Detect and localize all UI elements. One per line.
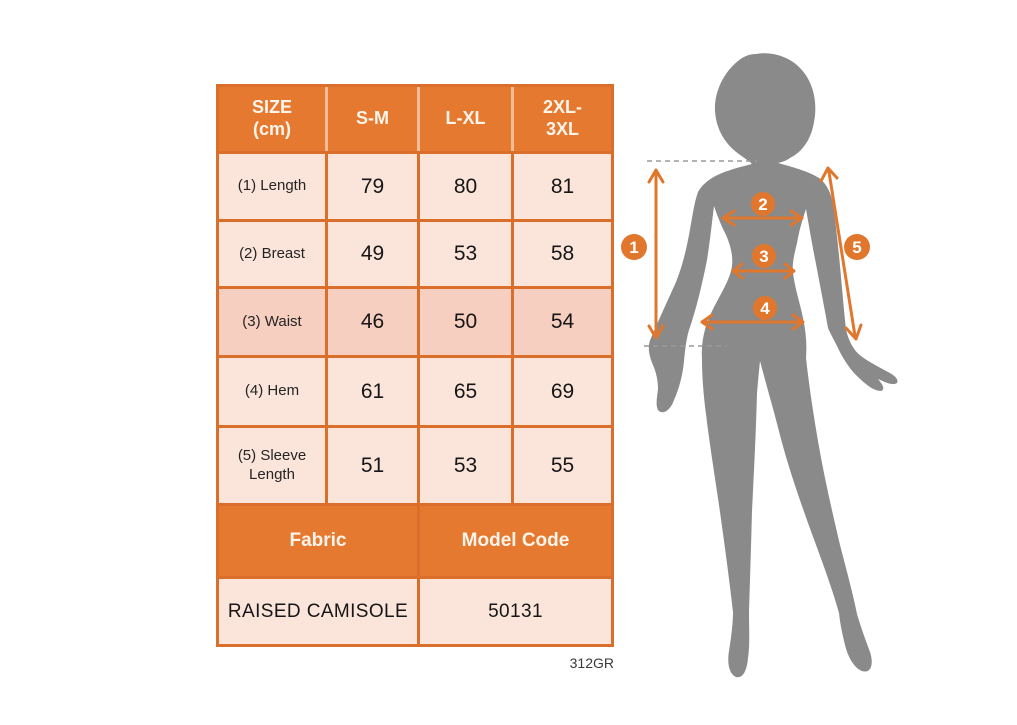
measure-arrow-breast <box>721 209 804 227</box>
measure-marker-5: 5 <box>844 234 870 260</box>
size-value: 55 <box>514 428 611 503</box>
body-silhouette <box>648 53 898 678</box>
marker-number: 4 <box>760 299 770 318</box>
row-label-waist: (3) Waist <box>219 289 325 355</box>
size-value: 80 <box>420 154 511 219</box>
size-value: 50 <box>420 289 511 355</box>
row-label-length: (1) Length <box>219 154 325 219</box>
measurement-figure: 1 2 3 4 5 <box>621 53 898 678</box>
measure-marker-3: 3 <box>752 244 776 268</box>
size-value: 61 <box>328 358 417 425</box>
size-value: 54 <box>514 289 611 355</box>
size-value: 79 <box>328 154 417 219</box>
marker-number: 5 <box>852 238 861 257</box>
fabric-value: RAISED CAMISOLE <box>219 579 417 644</box>
size-value: 53 <box>420 428 511 503</box>
size-value: 49 <box>328 222 417 286</box>
fabric-header: Fabric <box>219 506 417 576</box>
weight-note: 312GR <box>569 655 614 671</box>
size-value: 58 <box>514 222 611 286</box>
row-label-sleeve-length: (5) Sleeve Length <box>219 428 325 503</box>
measure-marker-1: 1 <box>621 234 647 260</box>
col-header-lxl: L-XL <box>417 87 511 151</box>
measure-arrow-sleeve <box>819 166 863 341</box>
row-label-breast: (2) Breast <box>219 222 325 286</box>
measure-arrow-waist <box>731 262 796 280</box>
size-value: 81 <box>514 154 611 219</box>
marker-number: 1 <box>629 238 638 257</box>
size-value: 53 <box>420 222 511 286</box>
model-code-value: 50131 <box>420 579 611 644</box>
row-label-hem: (4) Hem <box>219 358 325 425</box>
size-table: SIZE (cm) S-M L-XL 2XL-3XL (1) Length 79… <box>216 84 614 647</box>
model-code-header: Model Code <box>420 506 611 576</box>
measure-marker-2: 2 <box>751 192 775 216</box>
size-value: 69 <box>514 358 611 425</box>
measure-marker-4: 4 <box>753 296 777 320</box>
measure-arrow-hem <box>700 313 805 331</box>
measure-arrow-length <box>647 168 665 340</box>
col-header-size: SIZE (cm) <box>219 87 325 151</box>
marker-number: 3 <box>759 247 768 266</box>
size-value: 46 <box>328 289 417 355</box>
marker-number: 2 <box>758 195 767 214</box>
col-header-sm: S-M <box>325 87 417 151</box>
col-header-2xl3xl: 2XL-3XL <box>511 87 611 151</box>
size-value: 51 <box>328 428 417 503</box>
size-value: 65 <box>420 358 511 425</box>
